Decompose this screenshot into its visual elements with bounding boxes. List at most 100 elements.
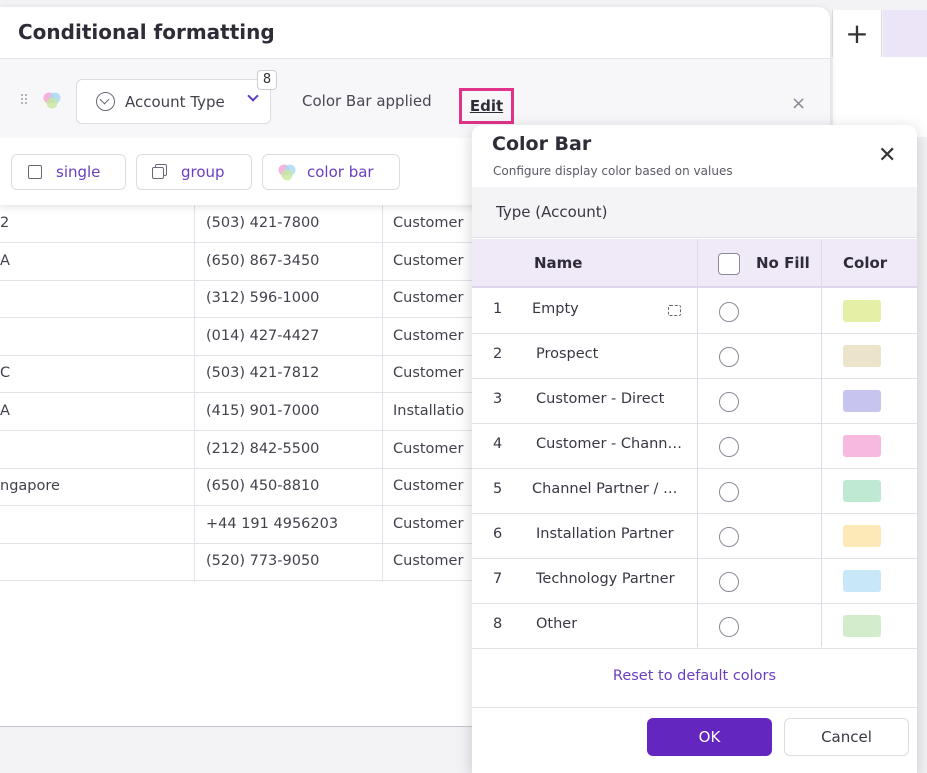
table-row[interactable]: (212) 842-5500 Customer [0, 431, 480, 469]
color-bar-option-button[interactable]: color bar [262, 154, 400, 190]
color-swatch[interactable] [843, 345, 881, 367]
option-label: single [56, 163, 101, 181]
list-item: 4 Customer - Chann… [472, 424, 917, 469]
single-option-button[interactable]: single [11, 154, 126, 190]
table-row[interactable]: +44 191 4956203 Customer [0, 506, 480, 544]
table-row[interactable]: A (415) 901-7000 Installatio [0, 393, 480, 431]
no-fill-radio[interactable] [719, 527, 739, 547]
table-cell: (312) 596-1000 [206, 290, 320, 307]
edit-link[interactable]: Edit [469, 97, 504, 115]
table-cell: Customer [393, 515, 464, 532]
table-row[interactable]: ngapore (650) 450-8810 Customer [0, 468, 480, 507]
no-fill-radio[interactable] [719, 572, 739, 592]
no-fill-radio[interactable] [719, 392, 739, 412]
chevron-down-icon [247, 90, 259, 102]
rename-icon[interactable] [668, 305, 681, 316]
divider [472, 707, 917, 708]
group-option-button[interactable]: group [136, 154, 252, 190]
table-row[interactable]: 2 (503) 421-7800 Customer [0, 205, 480, 243]
row-number: 6 [493, 526, 503, 542]
table-cell: Customer [393, 440, 464, 457]
drag-handle-icon[interactable] [20, 93, 30, 105]
table-row[interactable]: (520) 773-9050 Customer [0, 543, 480, 582]
plus-icon: + [845, 17, 869, 50]
color-swatch[interactable] [843, 615, 881, 637]
no-fill-all-checkbox[interactable] [718, 253, 740, 275]
table-header: Name No Fill Color [472, 239, 917, 288]
row-number: 2 [493, 346, 503, 362]
list-item: 2 Prospect [472, 334, 917, 379]
table-cell: A [0, 252, 10, 269]
row-number: 1 [493, 301, 503, 317]
table-cell: (014) 427-4427 [206, 327, 320, 344]
row-number: 7 [493, 571, 503, 587]
color-swatch[interactable] [843, 300, 881, 322]
table-cell: ngapore [0, 478, 60, 495]
column-divider [194, 205, 195, 582]
table-cell: (503) 421-7800 [206, 215, 320, 231]
row-number: 8 [493, 616, 503, 632]
list-item: 7 Technology Partner [472, 559, 917, 604]
table-row[interactable]: C (503) 421-7812 Customer [0, 355, 480, 394]
edit-button[interactable]: Edit [459, 88, 514, 124]
table-cell: (650) 867-3450 [206, 252, 320, 269]
table-cell: +44 191 4956203 [206, 515, 339, 532]
value-name: Channel Partner / … [532, 481, 678, 497]
table-cell: Customer [393, 478, 464, 495]
column-header-name: Name [534, 254, 583, 272]
color-swatch[interactable] [843, 435, 881, 457]
reset-colors-link[interactable]: Reset to default colors [612, 668, 777, 684]
no-fill-radio[interactable] [719, 302, 739, 322]
list-item: 8 Other [472, 604, 917, 649]
divider [0, 58, 830, 59]
tab-strip [883, 10, 927, 57]
no-fill-radio[interactable] [719, 482, 739, 502]
value-name: Customer - Chann… [536, 436, 682, 452]
table-cell: (650) 450-8810 [206, 478, 320, 495]
row-number: 3 [493, 391, 503, 407]
column-header-color: Color [843, 254, 888, 272]
row-number: 5 [493, 481, 503, 497]
table-cell: Customer [393, 252, 464, 269]
list-item: 5 Channel Partner / … [472, 469, 917, 514]
option-label: color bar [307, 163, 374, 181]
value-name: Installation Partner [536, 526, 674, 542]
field-select[interactable]: Account Type [76, 79, 271, 124]
table-cell: Customer [393, 215, 464, 231]
no-fill-radio[interactable] [719, 437, 739, 457]
value-name: Customer - Direct [536, 391, 665, 407]
column-divider [821, 239, 822, 647]
table-row[interactable]: (014) 427-4427 Customer [0, 318, 480, 356]
column-divider [697, 239, 698, 647]
close-icon[interactable]: ✕ [878, 143, 897, 168]
no-fill-radio[interactable] [719, 617, 739, 637]
color-swatch[interactable] [843, 570, 881, 592]
column-divider [382, 205, 383, 582]
table-cell: Customer [393, 553, 464, 570]
table-cell: Customer [393, 365, 464, 382]
color-swatch[interactable] [843, 390, 881, 412]
table-cell: Customer [393, 290, 464, 307]
remove-rule-icon[interactable]: × [791, 93, 807, 114]
field-select-label: Account Type [125, 93, 225, 111]
value-name: Technology Partner [536, 571, 675, 587]
table-row[interactable]: A (650) 867-3450 Customer [0, 243, 480, 281]
table-cell: 2 [0, 215, 10, 231]
color-bar-venn-icon [277, 164, 297, 186]
ok-button[interactable]: OK [647, 718, 772, 756]
list-item: 1 Empty [472, 289, 917, 334]
color-swatch[interactable] [843, 480, 881, 502]
no-fill-radio[interactable] [719, 347, 739, 367]
background-table: 2 (503) 421-7800 Customer A (650) 867-3450 Cu… [0, 205, 480, 727]
table-cell: Customer [393, 327, 464, 344]
value-name: Other [536, 616, 578, 632]
table-cell: (520) 773-9050 [206, 553, 320, 570]
table-cell: (415) 901-7000 [206, 403, 320, 419]
table-cell: A [0, 403, 10, 419]
table-cell: (212) 842-5500 [206, 440, 320, 457]
color-swatch[interactable] [843, 525, 881, 547]
table-cell: C [0, 365, 11, 382]
cancel-button[interactable]: Cancel [784, 718, 909, 756]
add-tab-button[interactable]: + [832, 10, 882, 57]
table-row[interactable]: (312) 596-1000 Customer [0, 280, 480, 319]
